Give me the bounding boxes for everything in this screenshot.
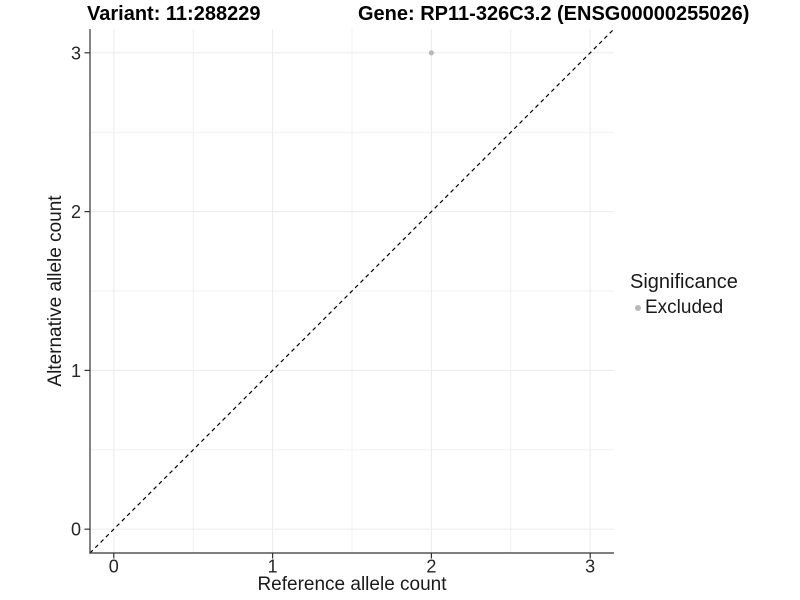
y-tick-label: 2 [71, 202, 81, 222]
x-axis-title: Reference allele count [257, 574, 447, 595]
legend-point-icon [635, 305, 641, 311]
legend-item-label: Excluded [645, 297, 724, 318]
legend-items: Excluded [630, 297, 738, 319]
x-tick-label: 2 [426, 557, 436, 577]
variant-title: Variant: 11:288229 [87, 3, 261, 25]
x-tick-label: 3 [585, 557, 595, 577]
y-tick-label: 3 [71, 43, 81, 63]
gene-title: Gene: RP11-326C3.2 (ENSG00000255026) [358, 3, 750, 25]
legend-title: Significance [630, 271, 738, 293]
x-tick-label: 0 [109, 557, 119, 577]
y-axis-title: Alternative allele count [45, 195, 66, 387]
identity-dashed-line [89, 28, 615, 554]
legend: Significance Excluded [630, 271, 738, 319]
y-tick-label: 1 [71, 361, 81, 381]
y-tick-label: 0 [71, 520, 81, 540]
x-tick-label: 1 [268, 557, 278, 577]
data-point [428, 50, 434, 56]
legend-item: Excluded [630, 297, 738, 319]
